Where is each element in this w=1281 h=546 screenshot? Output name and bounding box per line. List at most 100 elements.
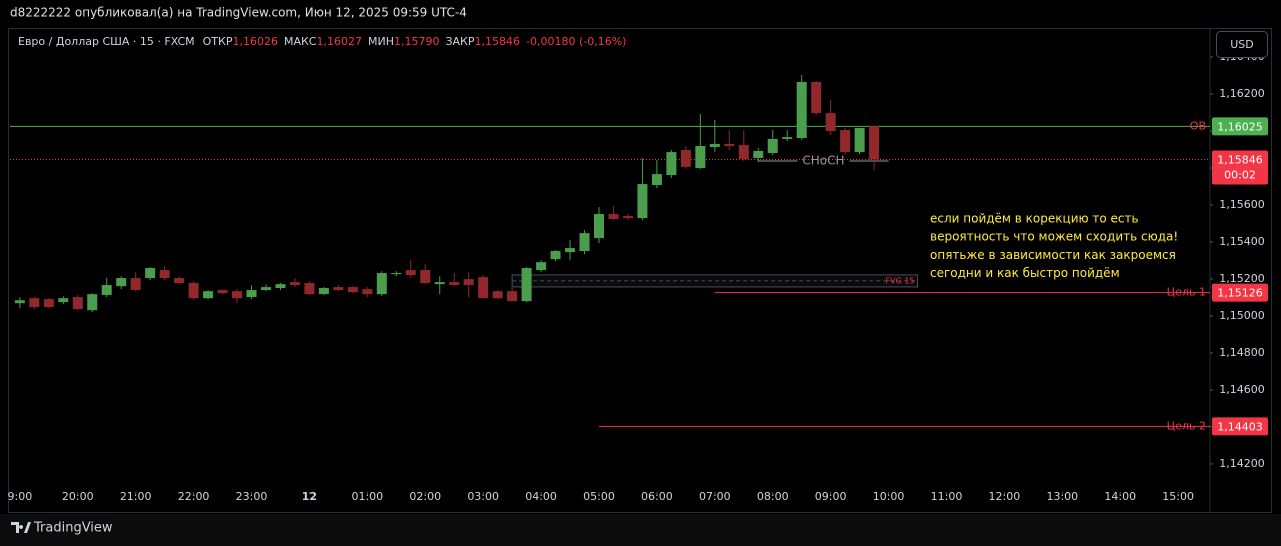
annotation-line: опятьже в зависимости как закроемся <box>930 248 1176 262</box>
candle-body <box>840 130 851 153</box>
price-tag <box>1212 283 1268 302</box>
plot: Евро / Доллар США · 15 · FXCM ОТКР 1,16026… <box>7 35 1268 503</box>
x-tick-label: 02:00 <box>409 490 441 503</box>
x-tick-label: 11:00 <box>931 490 963 503</box>
x-tick-label: 04:00 <box>525 490 557 503</box>
chart-frame <box>8 28 1272 513</box>
price-tag-label: 1,14403 <box>1217 420 1263 433</box>
candle-body <box>275 284 286 289</box>
candle-body <box>825 113 836 131</box>
candle-body <box>521 268 532 302</box>
currency-button[interactable] <box>1216 31 1268 58</box>
x-tick-label: 10:00 <box>873 490 905 503</box>
candle-body <box>550 251 561 260</box>
y-tick-label: 1,15000 <box>1219 309 1265 322</box>
x-tick-label: 06:00 <box>641 490 673 503</box>
candle-body <box>507 291 518 302</box>
candle-body <box>651 174 662 185</box>
price-tag-label: 1,16025 <box>1217 120 1263 133</box>
ohlc-value: 1,16026 <box>232 35 278 48</box>
candle-body <box>72 297 83 310</box>
y-tick-label: 1,14800 <box>1219 346 1265 359</box>
candle-body <box>767 138 778 153</box>
x-tick-label: 23:00 <box>236 490 268 503</box>
candle-body <box>260 287 271 291</box>
footer-bar <box>0 514 1281 546</box>
candle-body <box>203 291 214 299</box>
x-tick-label: 01:00 <box>351 490 383 503</box>
candle-body <box>869 126 880 160</box>
candle-body <box>304 283 315 295</box>
x-tick-label: 9:00 <box>7 490 32 503</box>
choch-label: CHoCH <box>802 153 844 167</box>
candle-body <box>246 290 257 298</box>
level-name: Цель 1 <box>1167 286 1206 299</box>
level-name: -OB <box>1186 119 1206 132</box>
x-tick-label: 12 <box>302 490 317 503</box>
candle-body <box>43 299 54 308</box>
price-tag-label: 1,15126 <box>1217 287 1263 300</box>
fvg-label: FVG 15 <box>886 276 915 285</box>
candle-body <box>14 300 25 304</box>
candle-body <box>376 273 387 295</box>
candle-body <box>145 268 156 279</box>
candle-body <box>333 287 344 291</box>
currency-label: USD <box>1230 38 1254 51</box>
candle-body <box>232 291 243 299</box>
candle-body <box>637 184 648 219</box>
x-tick-label: 12:00 <box>989 490 1021 503</box>
candle-body <box>405 270 416 276</box>
y-tick-label: 1,15600 <box>1219 198 1265 211</box>
ohlc-value: 1,16027 <box>316 35 362 48</box>
footer-brand: TradingView <box>33 521 113 536</box>
candle-body <box>29 298 40 308</box>
y-tick-label: 1,16200 <box>1219 87 1265 100</box>
candle-body <box>622 216 633 219</box>
candle-body <box>347 287 358 293</box>
candle-body <box>695 145 706 168</box>
candle-body <box>463 279 474 286</box>
ohlc-name: МИН <box>368 35 394 48</box>
logo-icon <box>11 522 31 533</box>
candle-body <box>87 294 98 311</box>
candle-body <box>289 282 300 286</box>
x-tick-label: 14:00 <box>1104 490 1136 503</box>
candle-body <box>130 278 141 291</box>
candle-body <box>680 150 691 167</box>
price-tag <box>1212 117 1268 136</box>
candle-body <box>391 273 402 275</box>
x-tick-label: 05:00 <box>583 490 615 503</box>
candle-body <box>666 152 677 176</box>
x-tick-label: 13:00 <box>1046 490 1078 503</box>
candle-body <box>478 277 489 299</box>
annotation-line: сегодни и как быстро пойдём <box>930 266 1120 280</box>
candle-body <box>217 290 228 294</box>
candle-body <box>536 262 547 271</box>
ohlc-value: 1,15790 <box>394 35 440 48</box>
chart-title: Евро / Доллар США · 15 · FXCM <box>18 35 195 48</box>
x-tick-label: 08:00 <box>757 490 789 503</box>
ohlc-name: ЗАКР <box>445 35 474 48</box>
countdown: 00:02 <box>1224 168 1256 181</box>
x-tick-label: 09:00 <box>815 490 847 503</box>
candle-body <box>434 282 445 285</box>
price-tag-label: 1,15846 <box>1217 153 1263 166</box>
candle-body <box>796 81 807 139</box>
candle-body <box>101 285 112 296</box>
x-tick-label: 20:00 <box>62 490 94 503</box>
annotation-line: вероятность что можем сходить сюда! <box>930 230 1178 244</box>
candle-body <box>565 248 576 253</box>
candle-body <box>449 282 460 286</box>
price-tag <box>1212 150 1268 185</box>
x-tick-label: 03:00 <box>467 490 499 503</box>
y-tick-label: 1,15400 <box>1219 235 1265 248</box>
candle-body <box>116 278 127 287</box>
x-tick-label: 21:00 <box>120 490 152 503</box>
price-tag <box>1212 417 1268 436</box>
candle-body <box>854 128 865 153</box>
x-tick-label: 22:00 <box>178 490 210 503</box>
candle-body <box>188 283 199 299</box>
y-tick-label: 1,15200 <box>1219 272 1265 285</box>
y-tick-label: 1,14600 <box>1219 383 1265 396</box>
